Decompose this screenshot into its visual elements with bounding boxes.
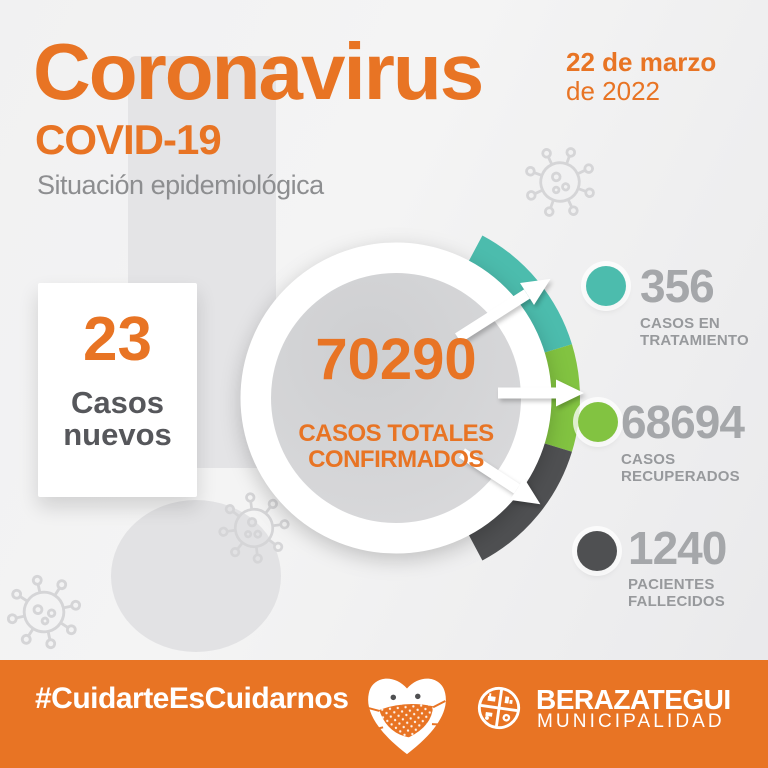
masked-heart-icon xyxy=(365,678,446,755)
total-label-line1: CASOS TOTALES xyxy=(298,420,494,447)
treatment-label: CASOS EN TRATAMIENTO xyxy=(640,315,749,350)
recovered-label: CASOS RECUPERADOS xyxy=(621,451,740,486)
heart-eye-left xyxy=(390,694,397,701)
deceased-label-line1: PACIENTES xyxy=(628,576,715,593)
recovered-label-line2: RECUPERADOS xyxy=(621,467,740,485)
treatment-label-line1: CASOS EN xyxy=(640,315,720,332)
total-label-line2: CONFIRMADOS xyxy=(308,446,484,474)
report-date: 22 de marzo de 2022 xyxy=(566,47,717,107)
new-cases-label-line2: nuevos xyxy=(63,416,172,452)
deceased-value: 1240 xyxy=(628,522,727,574)
footer-bar: #CuidarteEsCuidarnos xyxy=(0,660,768,768)
arrow-to-recovered xyxy=(498,379,584,407)
new-cases-label: Casos nuevos xyxy=(38,387,197,451)
arc-segment-deceased xyxy=(466,441,572,561)
deceased-dot xyxy=(577,531,617,571)
donut-center xyxy=(271,273,521,523)
treatment-value: 356 xyxy=(640,260,715,312)
deceased-label-line2: FALLECIDOS xyxy=(628,592,726,610)
municipality-logo xyxy=(477,686,521,730)
total-confirmed-label: CASOS TOTALES CONFIRMADOS xyxy=(246,420,546,474)
covid-subtitle: COVID-19 xyxy=(35,116,222,163)
report-date-line1: 22 de marzo xyxy=(566,47,717,77)
face-mask xyxy=(365,700,446,738)
new-cases-card: 23 Casos nuevos xyxy=(38,283,197,497)
arrow-to-treatment xyxy=(455,278,551,343)
heart-eye-right xyxy=(415,693,421,700)
brand-subtitle: MUNICIPALIDAD xyxy=(537,711,725,732)
deceased-label: PACIENTES FALLECIDOS xyxy=(628,576,726,611)
report-date-line2: de 2022 xyxy=(566,76,660,107)
recovered-value: 68694 xyxy=(621,396,745,448)
treatment-label-line2: TRATAMIENTO xyxy=(640,331,749,349)
new-cases-value: 23 xyxy=(83,305,152,374)
page-title: Coronavirus xyxy=(33,27,484,116)
brand-name: BERAZATEGUI xyxy=(536,684,731,715)
total-confirmed-value: 70290 xyxy=(315,327,477,392)
new-cases-label-line1: Casos xyxy=(70,385,165,420)
treatment-dot xyxy=(586,266,626,306)
arrow-to-deceased xyxy=(458,448,541,505)
tagline: Situación epidemiológica xyxy=(37,170,324,200)
hashtag-text: #CuidarteEsCuidarnos xyxy=(35,682,349,715)
recovered-label-line1: CASOS xyxy=(621,451,676,468)
recovered-dot xyxy=(578,402,618,442)
